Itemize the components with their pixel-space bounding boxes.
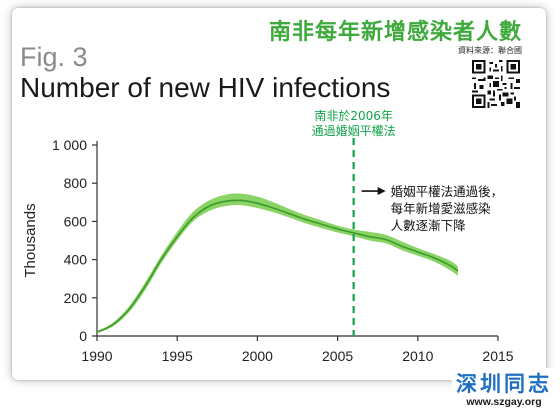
annotation-text: 人數逐漸下降 xyxy=(391,218,467,233)
x-tick-label: 1995 xyxy=(162,348,193,364)
y-tick-label: 800 xyxy=(64,175,88,191)
axes: 0 200 400 600 800 1 000 1990 1995 2000 2005 2010 20… xyxy=(22,137,514,364)
x-tick-label: 2000 xyxy=(242,348,273,364)
source-note: 資料來源：聯合國 xyxy=(458,46,522,55)
x-tick-label: 2015 xyxy=(482,348,513,364)
watermark-url: www.szgay.org xyxy=(466,396,542,408)
series-line xyxy=(96,199,459,333)
watermark: 深圳同志 www.szgay.org xyxy=(452,368,556,412)
x-tick-label: 2005 xyxy=(322,348,353,364)
y-axis-label: Thousands xyxy=(22,203,39,277)
x-tick-label: 1990 xyxy=(81,348,112,364)
event-marker-label: 南非於2006年 xyxy=(314,108,393,123)
event-marker-label: 通過婚姻平權法 xyxy=(312,123,396,138)
figure-label: Fig. 3 xyxy=(20,42,88,72)
y-tick-label: 200 xyxy=(64,290,88,306)
y-tick-label: 600 xyxy=(64,213,88,229)
plot-area xyxy=(96,193,459,334)
x-tick-label: 2010 xyxy=(402,348,433,364)
annotation-text: 婚姻平權法通過後， xyxy=(391,184,504,199)
y-tick-label: 400 xyxy=(64,252,88,268)
chart-title: Number of new HIV infections xyxy=(20,72,391,103)
y-tick-label: 1 000 xyxy=(52,137,87,153)
annotation-text: 每年新增愛滋感染 xyxy=(391,201,492,216)
arrow-head-icon xyxy=(377,187,386,196)
headline: 南非每年新增感染者人數 xyxy=(268,20,522,45)
watermark-name: 深圳同志 xyxy=(456,372,552,396)
chart-card xyxy=(12,8,546,380)
y-tick-label: 0 xyxy=(79,328,87,344)
qr-code-icon xyxy=(472,60,520,108)
